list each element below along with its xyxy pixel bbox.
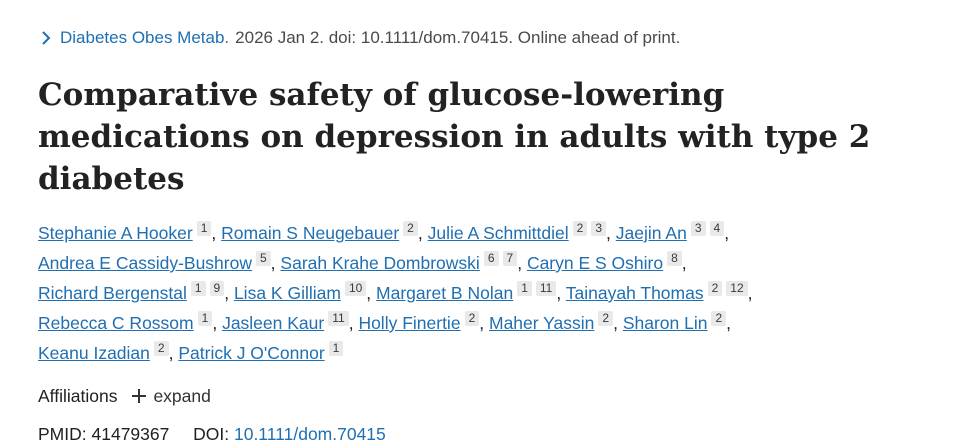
author-name-link[interactable]: Keanu Izadian <box>38 343 150 363</box>
affiliations-expand-button[interactable]: expand <box>131 382 211 410</box>
author-separator: , <box>224 283 230 303</box>
doi-label: DOI: <box>193 424 230 444</box>
author-name-link[interactable]: Sharon Lin <box>622 313 708 333</box>
author-separator: , <box>726 313 732 333</box>
article-title: Comparative safety of glucose-lowering m… <box>38 77 871 197</box>
pmid-value: 41479367 <box>91 424 170 444</box>
affiliation-ref[interactable]: 2 <box>572 221 588 237</box>
affiliation-ref[interactable]: 3 <box>690 221 706 237</box>
affiliation-ref[interactable]: 2 <box>464 311 480 327</box>
affiliation-ref[interactable]: 4 <box>709 221 725 237</box>
author-separator: , <box>417 223 423 243</box>
author: Rebecca C Rossom 1, <box>38 311 218 333</box>
author-separator: , <box>212 313 218 333</box>
affiliation-ref[interactable]: 10 <box>344 281 367 297</box>
author-separator: , <box>613 313 618 333</box>
author-name-link[interactable]: Sarah Krahe Dombrowski <box>280 253 480 273</box>
author: Patrick J O'Connor 1 <box>178 341 344 363</box>
affiliations-row: Affiliations expand <box>38 382 936 410</box>
author-name-link[interactable]: Julie A Schmittdiel <box>427 223 569 243</box>
journal-link[interactable]: Diabetes Obes Metab. <box>60 28 230 47</box>
affiliation-ref[interactable]: 2 <box>598 311 614 327</box>
affiliation-ref[interactable]: 11 <box>328 311 349 327</box>
journal-citation: Diabetes Obes Metab. 2026 Jan 2. doi: 10… <box>38 24 936 52</box>
pmid-label: PMID: <box>38 424 87 444</box>
author-separator: , <box>270 253 276 273</box>
author-name-link[interactable]: Tainayah Thomas <box>565 283 704 303</box>
author-separator: , <box>556 283 562 303</box>
doi-link[interactable]: 10.1111/dom.70415 <box>233 424 386 444</box>
identifiers-row: PMID: 41479367 DOI: 10.1111/dom.70415 <box>38 420 936 448</box>
author: Lisa K Gilliam 10, <box>233 281 372 303</box>
affiliation-ref[interactable]: 1 <box>190 281 206 297</box>
author: Keanu Izadian 2, <box>38 341 174 363</box>
author-separator: , <box>517 253 523 273</box>
author-name-link[interactable]: Jasleen Kaur <box>222 313 325 333</box>
author-name-link[interactable]: Rebecca C Rossom <box>38 313 194 333</box>
plus-icon <box>131 388 147 404</box>
affiliation-ref[interactable]: 11 <box>535 281 557 297</box>
author-separator: , <box>211 223 217 243</box>
author-separator: , <box>681 253 687 273</box>
affiliation-ref[interactable]: 2 <box>153 341 169 357</box>
affiliation-ref[interactable]: 12 <box>726 281 748 297</box>
author: Holly Finertie 2, <box>358 311 485 333</box>
citation-text: 2026 Jan 2. doi: 10.1111/dom.70415. Onli… <box>235 28 681 47</box>
author-name-link[interactable]: Stephanie A Hooker <box>38 223 193 243</box>
affiliation-ref[interactable]: 3 <box>591 221 607 237</box>
affiliation-ref[interactable]: 2 <box>403 221 418 237</box>
author: Margaret B Nolan 1 11, <box>376 281 562 303</box>
affiliation-ref[interactable]: 1 <box>196 221 212 237</box>
expand-label: expand <box>153 386 211 406</box>
author-name-link[interactable]: Jaejin An <box>615 223 687 243</box>
chevron-right-icon <box>42 31 51 45</box>
author: Tainayah Thomas 2 12, <box>565 281 753 303</box>
author-separator: , <box>348 313 354 333</box>
author-name-link[interactable]: Richard Bergenstal <box>38 283 187 303</box>
author-name-link[interactable]: Romain S Neugebauer <box>221 223 400 243</box>
author: Julie A Schmittdiel 2 3, <box>427 221 611 243</box>
affiliation-ref[interactable]: 5 <box>255 251 271 267</box>
author-name-link[interactable]: Patrick J O'Connor <box>178 343 325 363</box>
affiliation-ref[interactable]: 7 <box>502 251 518 267</box>
author: Sharon Lin 2, <box>622 311 732 333</box>
affiliation-ref[interactable]: 1 <box>517 281 532 297</box>
affiliation-ref[interactable]: 2 <box>711 311 727 327</box>
affiliation-ref[interactable]: 2 <box>707 281 723 297</box>
author-name-link[interactable]: Caryn E S Oshiro <box>526 253 664 273</box>
author-name-link[interactable]: Lisa K Gilliam <box>233 283 341 303</box>
affiliation-ref[interactable]: 6 <box>483 251 499 267</box>
affiliation-ref[interactable]: 1 <box>197 311 213 327</box>
author: Romain S Neugebauer 2, <box>221 221 423 243</box>
author-separator: , <box>747 283 753 303</box>
author: Andrea E Cassidy-Bushrow 5, <box>38 251 276 273</box>
author-separator: , <box>606 223 611 243</box>
author-name-link[interactable]: Andrea E Cassidy-Bushrow <box>38 253 252 273</box>
author-name-link[interactable]: Maher Yassin <box>489 313 595 333</box>
author: Stephanie A Hooker 1, <box>38 221 217 243</box>
affiliation-ref[interactable]: 8 <box>667 251 682 267</box>
author-separator: , <box>479 313 485 333</box>
author-separator: , <box>366 283 372 303</box>
affiliations-label: Affiliations <box>38 386 118 406</box>
author: Caryn E S Oshiro 8, <box>526 251 687 273</box>
author: Sarah Krahe Dombrowski 6 7, <box>280 251 523 273</box>
authors-list: Stephanie A Hooker 1, Romain S Neugebauer… <box>38 218 936 368</box>
author-name-link[interactable]: Margaret B Nolan <box>376 283 514 303</box>
author-separator: , <box>724 223 730 243</box>
author: Jasleen Kaur 11, <box>222 311 354 333</box>
author-separator: , <box>168 343 174 363</box>
author: Maher Yassin 2, <box>489 311 618 333</box>
author-name-link[interactable]: Holly Finertie <box>358 313 461 333</box>
author: Jaejin An 3 4, <box>615 221 730 243</box>
affiliation-ref[interactable]: 1 <box>328 341 344 357</box>
affiliation-ref[interactable]: 9 <box>209 281 225 297</box>
author: Richard Bergenstal 1 9, <box>38 281 230 303</box>
